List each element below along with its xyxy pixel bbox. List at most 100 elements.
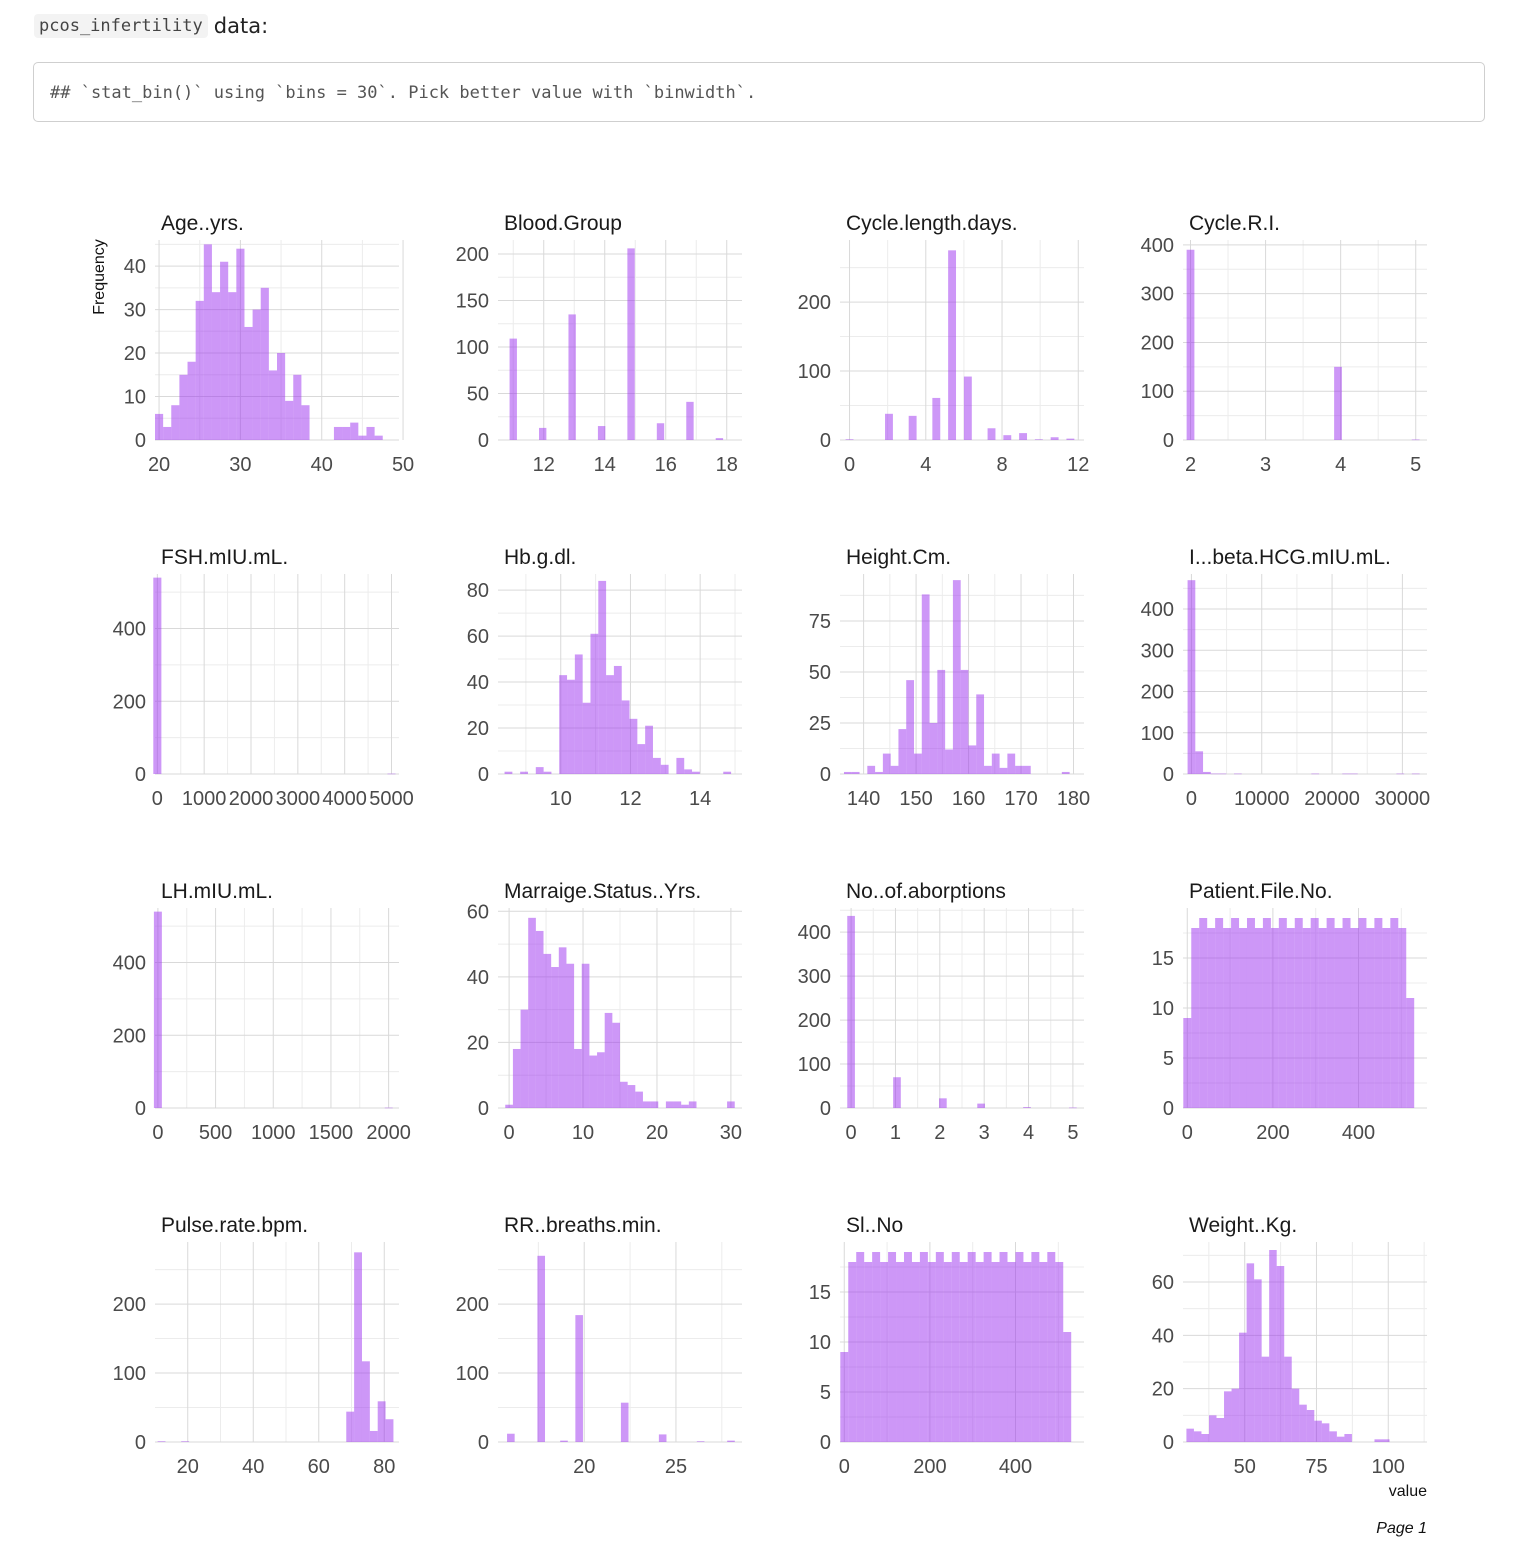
histogram-bar (590, 633, 599, 774)
facet-title: No..of.aborptions (846, 880, 1006, 903)
histogram-bar (845, 439, 854, 440)
x-tick-label: 8 (996, 454, 1007, 476)
x-tick-label: 3 (1260, 454, 1271, 476)
x-tick-label: 2 (934, 1122, 945, 1144)
histogram-bar (606, 675, 614, 774)
histogram-bar (1224, 1391, 1232, 1442)
y-tick-label: 100 (113, 1363, 146, 1385)
histogram-bar (1186, 249, 1195, 440)
x-tick-label: 1000 (182, 788, 227, 810)
histogram-bar (598, 580, 607, 774)
histogram-bar (1311, 773, 1320, 775)
histogram-bar (568, 314, 576, 440)
histogram-bar (948, 250, 957, 440)
x-tick-label: 40 (311, 454, 333, 476)
facet-panel: No..of.aborptions 0 1 2 3 4 5 0 100 200 300 400 (798, 880, 1084, 1144)
x-tick-label: 140 (847, 788, 880, 810)
histogram-bar (620, 1081, 628, 1108)
histogram-bar (715, 438, 724, 440)
x-tick-label: 80 (373, 1456, 395, 1478)
histogram-bar (1318, 928, 1327, 1108)
y-tick-label: 75 (809, 611, 831, 633)
histogram-bar (921, 594, 930, 774)
x-tick-label: 0 (152, 788, 163, 810)
histogram-bar (1299, 1404, 1307, 1442)
x-tick-label: 180 (1057, 788, 1090, 810)
x-tick-label: 3 (979, 1122, 990, 1144)
facet-title: Cycle.R.I. (1189, 212, 1280, 235)
histogram-bar (157, 1441, 166, 1442)
histogram-bar (642, 1101, 651, 1108)
histogram-bar (851, 771, 860, 774)
x-tick-label: 60 (308, 1456, 330, 1478)
y-tick-label: 60 (1152, 1272, 1174, 1294)
y-tick-label: 25 (809, 713, 831, 735)
x-tick-label: 12 (1067, 454, 1089, 476)
histogram-bar (387, 773, 396, 775)
histogram-bar (377, 1401, 386, 1442)
y-tick-label: 50 (809, 662, 831, 684)
x-tick-label: 200 (913, 1456, 946, 1478)
histogram-bar (612, 1022, 621, 1108)
histogram-bar (727, 1440, 735, 1442)
histogram-bar (597, 426, 606, 440)
histogram-bar (1342, 918, 1351, 1108)
histogram-bar (673, 1101, 682, 1108)
y-tick-label: 0 (478, 1432, 489, 1454)
y-tick-label: 0 (1163, 430, 1174, 452)
facet-title: I...beta.HCG.mIU.mL. (1189, 546, 1391, 569)
histogram-bar (507, 1433, 515, 1442)
histogram-bar (1310, 918, 1319, 1108)
histogram-bar (1246, 1263, 1255, 1442)
y-tick-label: 10 (809, 1332, 831, 1354)
histogram-bar (893, 1077, 901, 1108)
y-tick-label: 400 (1141, 235, 1174, 257)
histogram-bar (551, 967, 559, 1108)
x-axis-title: value (1389, 1483, 1427, 1500)
histogram-bar (975, 1262, 984, 1442)
histogram-bar (1223, 928, 1232, 1108)
histogram-bar (1321, 1423, 1330, 1442)
histogram-bar (1019, 433, 1028, 440)
histogram-bar (652, 757, 661, 774)
y-tick-label: 80 (467, 580, 489, 602)
histogram-bar (875, 771, 883, 774)
histogram-bar (908, 415, 917, 440)
histogram-bar (1334, 928, 1343, 1108)
histogram-bar (1216, 1418, 1225, 1442)
facet-panel: Marraige.Status..Yrs. 0 10 20 30 0 20 40 60 (467, 880, 742, 1144)
histogram-bar (1254, 928, 1263, 1108)
histogram-bar (984, 765, 992, 774)
dataset-name: pcos_infertility (34, 14, 208, 38)
x-tick-label: 170 (1004, 788, 1037, 810)
facet-title: Patient.File.No. (1189, 880, 1333, 903)
histogram-bar (1218, 773, 1227, 775)
facet-panel: Height.Cm. 140 150 160 170 180 0 25 50 75 (809, 546, 1090, 810)
x-tick-label: 500 (199, 1122, 232, 1144)
y-tick-label: 40 (1152, 1325, 1174, 1347)
histogram-bar (1329, 1431, 1337, 1442)
histogram-bar (665, 1101, 674, 1108)
histogram-bar (366, 426, 375, 440)
histogram-bar (1366, 928, 1375, 1108)
histogram-bar (1390, 918, 1399, 1108)
x-tick-label: 20 (177, 1456, 199, 1478)
x-tick-label: 18 (716, 454, 738, 476)
histogram-bar (354, 1252, 362, 1442)
x-tick-label: 4 (920, 454, 931, 476)
y-tick-label: 0 (820, 430, 831, 452)
histogram-bar (951, 1252, 960, 1442)
y-tick-label: 0 (478, 764, 489, 786)
y-tick-label: 200 (113, 1294, 146, 1316)
histogram-bar (1314, 1420, 1322, 1442)
histogram-bar (1398, 928, 1407, 1108)
x-tick-label: 14 (594, 454, 616, 476)
histogram-bar (903, 1252, 912, 1442)
histogram-bar (1342, 773, 1351, 775)
histogram-bar (1183, 1018, 1192, 1108)
histogram-bar (252, 309, 261, 440)
histogram-bar (991, 1262, 1000, 1442)
y-tick-label: 40 (467, 672, 489, 694)
histogram-bar (574, 1048, 582, 1108)
y-tick-label: 100 (456, 1363, 489, 1385)
